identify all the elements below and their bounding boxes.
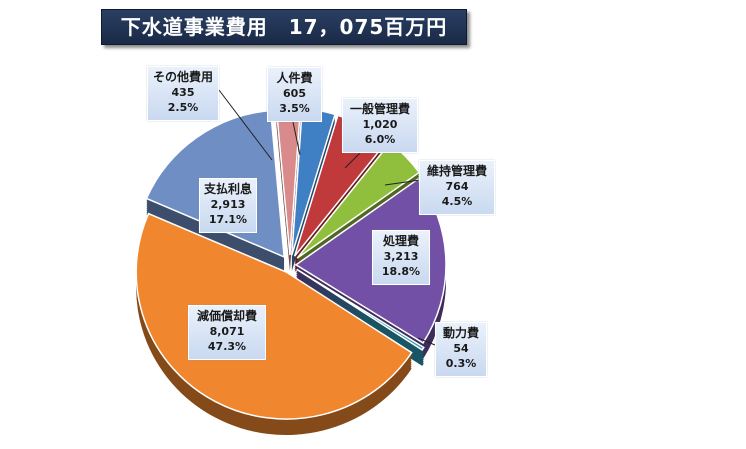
slice-label-name: その他費用: [152, 70, 213, 84]
slice-label-value: 764: [445, 180, 469, 193]
slice-label-2: 維持管理費 764 4.5%: [419, 160, 495, 215]
slice-label-value: 2,913: [210, 198, 246, 211]
slice-label-name: 一般管理費: [349, 102, 410, 116]
leader-line-1: [344, 152, 361, 169]
slice-label-7: その他費用 435 2.5%: [147, 66, 219, 121]
leader-line-7: [218, 89, 273, 161]
slice-label-percent: 18.8%: [381, 265, 421, 278]
slice-side-4: [296, 277, 424, 358]
pie-slice-4: [296, 268, 425, 351]
slice-label-name: 減価償却費: [196, 309, 257, 323]
chart-title: 下水道事業費用 17，075百万円: [101, 9, 467, 45]
slice-label-value: 1,020: [362, 118, 398, 131]
slice-label-percent: 17.1%: [208, 213, 248, 226]
slice-label-name: 動力費: [442, 326, 479, 340]
slice-label-5: 減価償却費 8,071 47.3%: [188, 305, 266, 360]
slice-label-value: 54: [453, 342, 469, 355]
slice-label-value: 435: [171, 86, 195, 99]
slice-label-percent: 0.3%: [445, 357, 477, 370]
slice-label-percent: 4.5%: [441, 195, 473, 208]
slice-label-name: 支払利息: [204, 182, 253, 196]
slice-label-value: 605: [283, 87, 306, 100]
slice-side-4: [296, 271, 424, 352]
pie-slice-5: [135, 212, 413, 420]
leader-line-2: [384, 179, 421, 186]
slice-label-name: 処理費: [382, 234, 419, 248]
slice-label-percent: 47.3%: [207, 340, 247, 353]
slice-label-percent: 3.5%: [279, 102, 310, 115]
slice-label-6: 支払利息 2,913 17.1%: [199, 178, 257, 233]
slice-label-1: 一般管理費 1,020 6.0%: [342, 98, 418, 153]
slice-side-4: [296, 275, 424, 356]
slice-label-3: 処理費 3,213 18.8%: [372, 230, 430, 285]
slice-label-name: 維持管理費: [426, 164, 487, 178]
slice-label-value: 3,213: [383, 250, 419, 263]
slice-label-percent: 2.5%: [167, 101, 199, 114]
slice-label-4: 動力費 54 0.3%: [435, 322, 487, 377]
slice-side-4: [296, 273, 424, 354]
slice-label-0: 人件費 605 3.5%: [267, 67, 322, 122]
leader-line-4: [417, 337, 436, 346]
slice-label-value: 8,071: [209, 325, 245, 338]
leader-line-0: [292, 121, 301, 156]
slice-label-name: 人件費: [276, 71, 313, 85]
slice-label-percent: 6.0%: [364, 133, 396, 146]
